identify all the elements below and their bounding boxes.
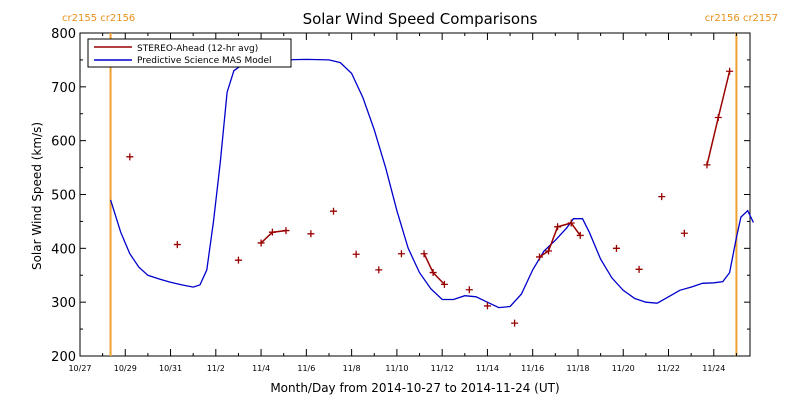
- stereo-point: [352, 250, 360, 258]
- x-axis: 10/27 10/29 10/31 11/2 11/4 11/6 11/8 11/10 11/1…: [68, 33, 737, 373]
- stereo-point: [554, 223, 562, 231]
- legend-label-model: Predictive Science MAS Model: [137, 56, 272, 66]
- y-tick-label: 500: [51, 189, 76, 204]
- mas-model-line: [109, 58, 754, 309]
- carrington-boundaries: [109, 33, 738, 356]
- x-tick-label: 10/29: [114, 364, 137, 373]
- legend: STEREO-Ahead (12-hr avg) Predictive Scie…: [87, 38, 292, 68]
- stereo-point: [567, 219, 575, 227]
- x-tick-label: 11/6: [297, 364, 315, 373]
- stereo-point: [612, 244, 620, 252]
- stereo-point: [483, 302, 491, 310]
- series-mas-model: [109, 58, 754, 309]
- y-axis: 200 300 400 500 600 700 800: [51, 27, 750, 365]
- y-axis-label: Solar Wind Speed (km/s): [30, 122, 44, 270]
- stereo-point: [397, 250, 405, 258]
- stereo-point: [714, 114, 722, 122]
- legend-box: [87, 38, 292, 68]
- x-tick-label: 10/27: [68, 364, 91, 373]
- stereo-point: [330, 207, 338, 215]
- stereo-point: [173, 241, 181, 249]
- stereo-point: [440, 280, 448, 288]
- x-tick-label: 11/14: [476, 364, 499, 373]
- stereo-point: [726, 67, 734, 75]
- y-tick-label: 400: [51, 242, 76, 257]
- x-tick-label: 11/4: [252, 364, 270, 373]
- stereo-point: [429, 269, 437, 277]
- stereo-point: [511, 319, 519, 327]
- x-tick-label: 11/24: [702, 364, 725, 373]
- stereo-point: [635, 265, 643, 273]
- carrington-label-right: cr2156 cr2157: [705, 13, 778, 24]
- y-tick-label: 600: [51, 135, 76, 150]
- x-tick-label: 11/22: [657, 364, 680, 373]
- x-tick-label: 11/18: [566, 364, 589, 373]
- stereo-point: [282, 227, 290, 235]
- stereo-point: [234, 256, 242, 264]
- stereo-point: [545, 247, 553, 255]
- y-tick-label: 300: [51, 296, 76, 311]
- chart-title: Solar Wind Speed Comparisons: [303, 10, 538, 28]
- x-tick-label: 11/16: [521, 364, 544, 373]
- stereo-point: [658, 193, 666, 201]
- series-stereo-ahead: [126, 67, 734, 327]
- stereo-point: [465, 286, 473, 294]
- stereo-point: [268, 228, 276, 236]
- stereo-point: [680, 229, 688, 237]
- stereo-point: [535, 253, 543, 261]
- carrington-label-left: cr2155 cr2156: [62, 13, 135, 24]
- x-tick-label: 11/8: [343, 364, 361, 373]
- x-tick-label: 11/12: [431, 364, 454, 373]
- y-tick-label: 200: [51, 350, 76, 365]
- stereo-point: [375, 266, 383, 274]
- x-axis-label: Month/Day from 2014-10-27 to 2014-11-24 …: [270, 381, 559, 395]
- x-tick-label: 10/31: [159, 364, 182, 373]
- x-tick-label: 11/2: [207, 364, 225, 373]
- stereo-point: [257, 239, 265, 247]
- y-tick-label: 800: [51, 27, 76, 42]
- x-tick-label: 11/20: [612, 364, 635, 373]
- stereo-point: [576, 231, 584, 239]
- stereo-point: [703, 161, 711, 169]
- stereo-point: [420, 250, 428, 258]
- y-tick-label: 700: [51, 81, 76, 96]
- stereo-point: [307, 230, 315, 238]
- legend-label-stereo: STEREO-Ahead (12-hr avg): [137, 44, 258, 54]
- stereo-point: [126, 153, 134, 161]
- x-tick-label: 11/10: [385, 364, 408, 373]
